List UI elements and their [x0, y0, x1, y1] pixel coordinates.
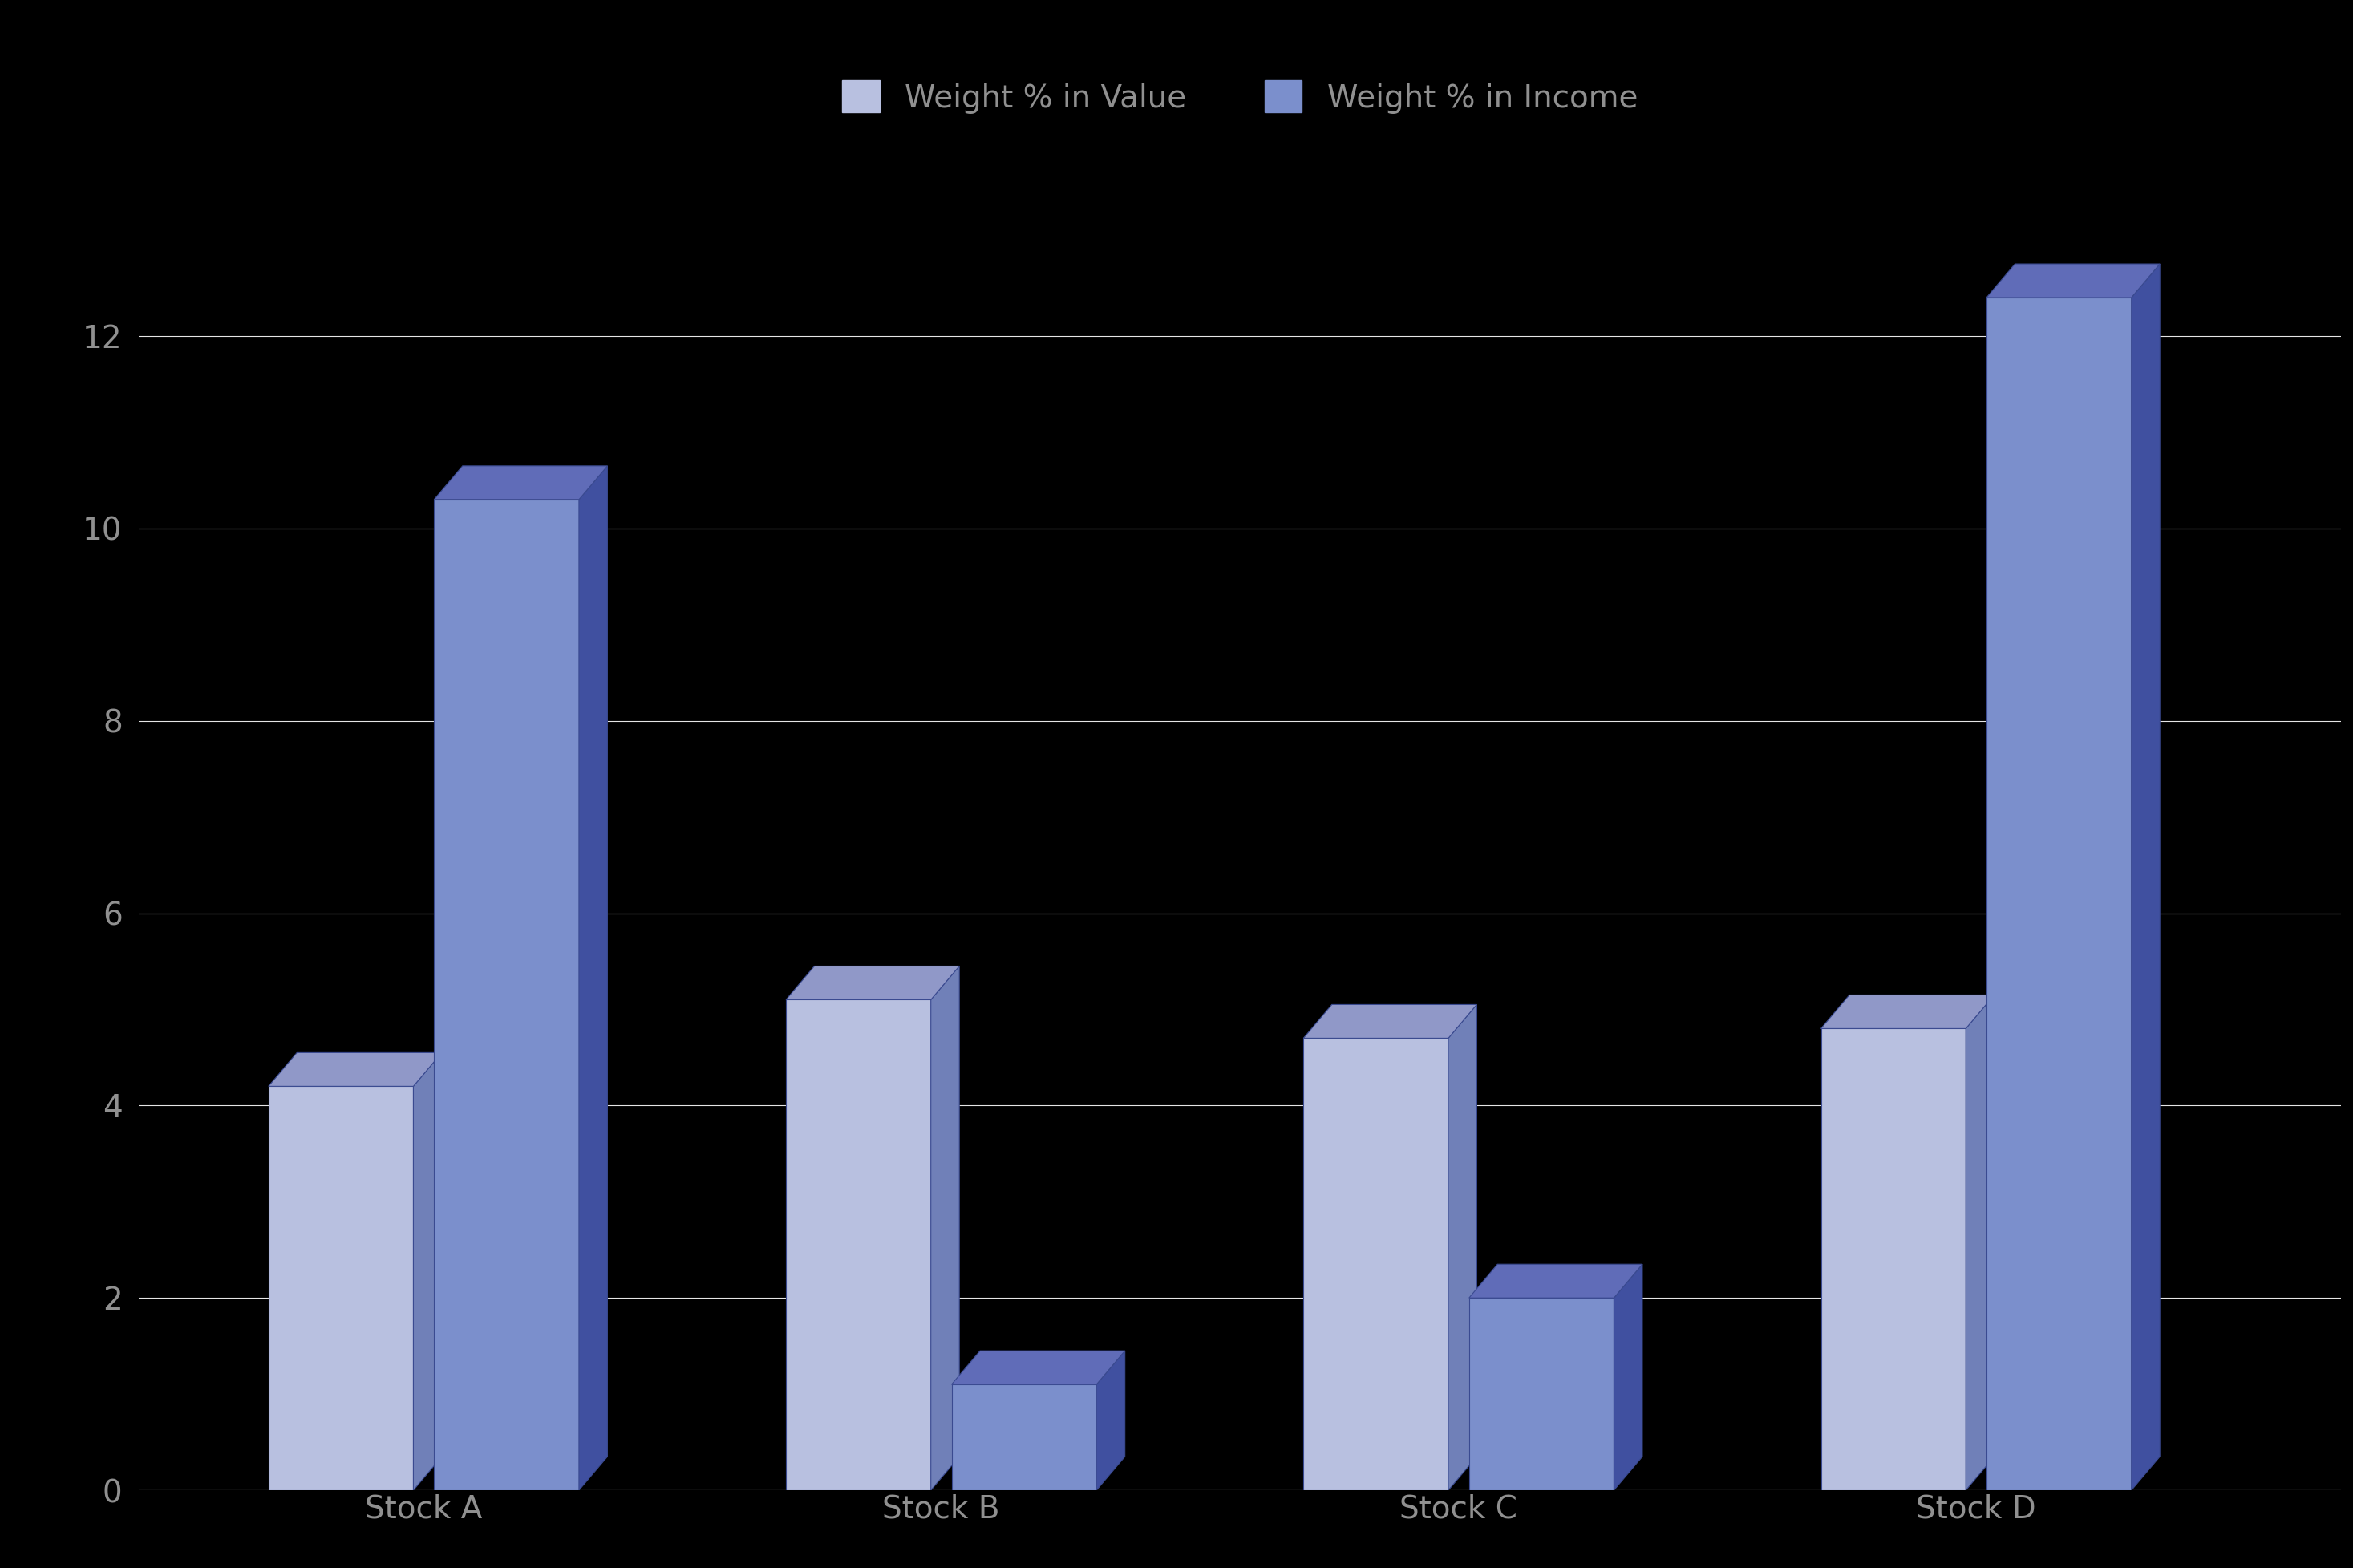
Legend: Weight % in Value, Weight % in Income: Weight % in Value, Weight % in Income — [826, 64, 1654, 129]
Polygon shape — [1468, 1298, 1614, 1490]
Polygon shape — [1449, 1005, 1478, 1490]
Polygon shape — [951, 1350, 1125, 1385]
Polygon shape — [268, 1087, 414, 1490]
Polygon shape — [433, 466, 607, 500]
Polygon shape — [2132, 263, 2160, 1490]
Polygon shape — [951, 1385, 1096, 1490]
Polygon shape — [433, 500, 579, 1490]
Polygon shape — [1304, 1038, 1449, 1490]
Polygon shape — [414, 1052, 442, 1490]
Polygon shape — [1468, 1264, 1642, 1298]
Polygon shape — [786, 1000, 932, 1490]
Polygon shape — [1986, 263, 2160, 298]
Polygon shape — [932, 966, 960, 1490]
Polygon shape — [1304, 1005, 1478, 1038]
Polygon shape — [1821, 1029, 1965, 1490]
Polygon shape — [579, 466, 607, 1490]
Polygon shape — [268, 1052, 442, 1087]
Polygon shape — [1096, 1350, 1125, 1490]
Polygon shape — [786, 966, 960, 1000]
Polygon shape — [1965, 994, 1995, 1490]
Polygon shape — [1821, 994, 1995, 1029]
Polygon shape — [1614, 1264, 1642, 1490]
Polygon shape — [1986, 298, 2132, 1490]
